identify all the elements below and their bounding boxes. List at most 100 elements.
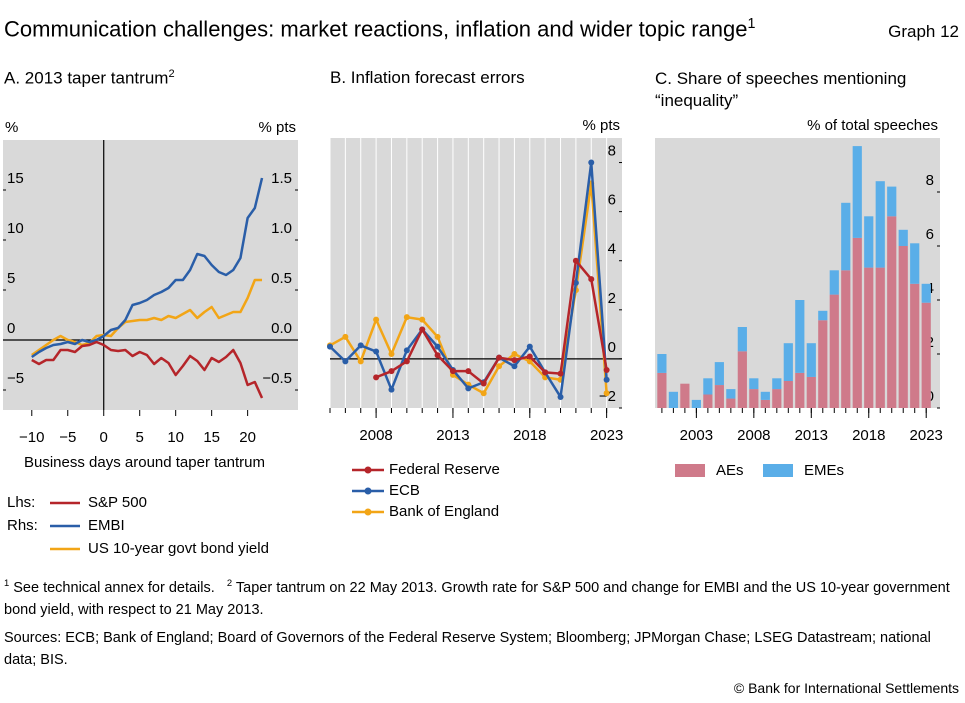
y2-axis-unit: % pts: [258, 119, 296, 136]
x-tick-label: 0: [100, 429, 108, 446]
panel-title-text: A. 2013 taper tantrum: [4, 68, 169, 88]
bar-segment: [875, 181, 885, 268]
plot-background: [3, 140, 298, 410]
sources: Sources: ECB; Bank of England; Board of …: [4, 630, 931, 668]
footnotes: 1 See technical annex for details. 2 Tap…: [4, 572, 962, 621]
marker: [373, 348, 380, 355]
y-axis-unit: % pts: [582, 117, 620, 134]
panel-title: B. Inflation forecast errors: [330, 68, 525, 87]
y-axis-unit: %: [5, 119, 18, 136]
marker: [526, 343, 533, 350]
panel-title: A. 2013 taper tantrum2: [4, 68, 175, 89]
legend-label: US 10-year govt bond yield: [88, 540, 269, 557]
bar-segment: [783, 381, 793, 408]
legend-marker: [364, 466, 372, 474]
bar-segment: [714, 385, 724, 408]
y-tick-label: 5: [7, 270, 15, 287]
legend-label: Bank of England: [389, 503, 499, 520]
marker: [419, 326, 426, 333]
bar-segment: [795, 372, 805, 408]
panel-title-note: 2: [168, 68, 175, 80]
marker: [388, 368, 395, 375]
bar-segment: [657, 372, 667, 408]
legend-marker: [364, 508, 372, 516]
marker: [526, 353, 533, 360]
x-tick-label: 2008: [737, 427, 770, 444]
y-tick-label: 8: [926, 172, 934, 189]
legend-swatch: [763, 464, 793, 477]
bar-segment: [737, 351, 747, 408]
bar-segment: [714, 362, 724, 386]
bar-segment: [806, 376, 816, 408]
x-tick-label: 5: [136, 429, 144, 446]
x-tick-label: 2023: [590, 427, 623, 444]
bar-segment: [841, 202, 851, 271]
bar-segment: [772, 389, 782, 408]
legend-group-label: Rhs:: [7, 517, 38, 534]
line: [375, 259, 608, 385]
footnote-text: See technical annex for details.: [13, 579, 215, 596]
bar-segment: [852, 146, 862, 238]
marker: [588, 159, 595, 166]
footnote-mark: 2: [226, 577, 233, 588]
y-tick-label: 6: [608, 192, 616, 209]
x-tick-label: 2013: [795, 427, 828, 444]
marker: [511, 357, 518, 364]
legend-label: Federal Reserve: [389, 461, 500, 478]
marker: [526, 358, 533, 365]
marker: [403, 347, 410, 354]
marker: [373, 374, 380, 381]
y-tick-label: 0: [608, 339, 616, 356]
x-tick-label: 20: [239, 429, 256, 446]
legend-swatch: [675, 464, 705, 477]
bar-segment: [749, 389, 759, 408]
marker: [342, 358, 349, 365]
title: Communication challenges: market reactio…: [4, 16, 755, 42]
marker: [603, 390, 610, 397]
line: [31, 177, 264, 359]
bar-segment: [921, 283, 931, 303]
panel-title: C. Share of speeches mentioning “inequal…: [655, 69, 907, 110]
bar-segment: [921, 302, 931, 408]
marker: [434, 352, 441, 359]
bar-segment: [875, 267, 885, 408]
marker: [357, 342, 364, 349]
bar-segment: [703, 378, 713, 395]
bar-segment: [760, 399, 770, 408]
x-tick-label: 2018: [513, 427, 546, 444]
y-tick-label: 10: [7, 220, 24, 237]
y-tick-label: 0: [7, 320, 15, 337]
bar-segment: [691, 399, 701, 408]
bar-segment: [783, 343, 793, 381]
bar-segment: [852, 237, 862, 408]
x-tick-label: −10: [19, 429, 44, 446]
x-tick-label: 2008: [359, 427, 392, 444]
y-tick-label: 2: [608, 290, 616, 307]
marker: [557, 370, 564, 377]
line: [31, 340, 264, 399]
x-tick-label: 15: [203, 429, 220, 446]
bar-segment: [772, 378, 782, 390]
y-tick-label: 0.0: [271, 320, 292, 337]
bar-segment: [818, 320, 828, 408]
marker: [557, 393, 564, 400]
bar-segment: [910, 283, 920, 408]
title-text: Communication challenges: market reactio…: [4, 16, 748, 42]
marker: [480, 380, 487, 387]
marker: [434, 343, 441, 350]
x-tick-label: −5: [59, 429, 76, 446]
x-axis-label: Business days around taper tantrum: [24, 454, 265, 471]
y-tick-label: −2: [599, 388, 616, 405]
bar-segment: [749, 378, 759, 390]
x-tick-label: 2023: [910, 427, 943, 444]
marker: [403, 358, 410, 365]
x-tick-label: 10: [167, 429, 184, 446]
x-tick-label: 2018: [852, 427, 885, 444]
marker: [588, 276, 595, 283]
legend-label: EMEs: [804, 462, 844, 479]
bar-segment: [910, 243, 920, 284]
marker: [603, 376, 610, 383]
copyright: © Bank for International Settlements: [733, 680, 959, 696]
legend-label: AEs: [716, 462, 744, 479]
bar-segment: [795, 300, 805, 373]
